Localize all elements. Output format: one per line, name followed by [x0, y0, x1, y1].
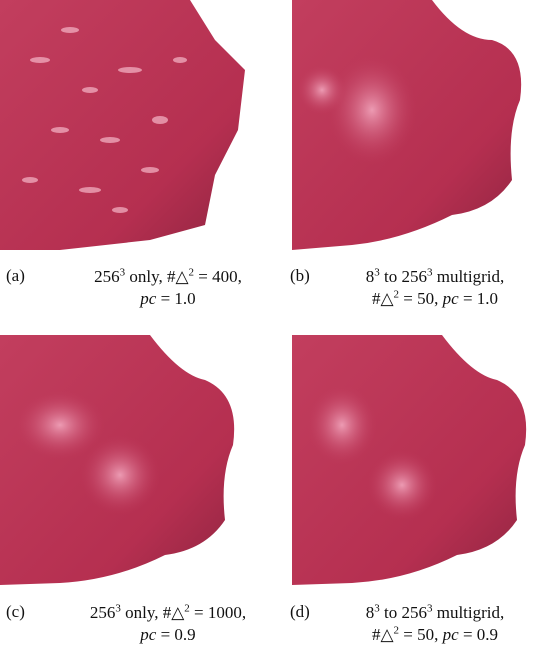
caption-text: pc: [443, 625, 459, 644]
panel-label: (c): [6, 602, 25, 622]
caption-text: = 0.9: [156, 625, 195, 644]
render-d: [292, 335, 542, 585]
caption: 83 to 2563 multigrid, #△2 = 50, pc = 0.9: [335, 602, 535, 646]
panel-label: (a): [6, 266, 25, 286]
caption-text: #△: [372, 289, 394, 308]
caption-text: to 256: [380, 267, 427, 286]
caption-text: pc: [140, 289, 156, 308]
caption-text: only, #△: [121, 603, 184, 622]
caption-text: = 1000,: [190, 603, 246, 622]
caption-text: to 256: [380, 603, 427, 622]
caption-text: pc: [140, 625, 156, 644]
caption-text: = 50,: [399, 289, 443, 308]
caption-text: = 0.9: [459, 625, 498, 644]
caption-text: = 400,: [194, 267, 242, 286]
panel-label: (d): [290, 602, 310, 622]
render-b: [292, 0, 542, 250]
caption: 2563 only, #△2 = 400, pc = 1.0: [68, 266, 268, 310]
figure: (a) 2563 only, #△2 = 400, pc = 1.0 (b) 8…: [0, 0, 542, 672]
caption-text: multigrid,: [432, 603, 504, 622]
caption: 2563 only, #△2 = 1000, pc = 0.9: [68, 602, 268, 646]
caption-text: pc: [443, 289, 459, 308]
caption-text: multigrid,: [432, 267, 504, 286]
caption-text: = 50,: [399, 625, 443, 644]
caption-text: 256: [90, 603, 116, 622]
caption-text: only, #△: [125, 267, 188, 286]
caption-text: 8: [366, 603, 375, 622]
caption: 83 to 2563 multigrid, #△2 = 50, pc = 1.0: [335, 266, 535, 310]
panel-label: (b): [290, 266, 310, 286]
render-a: [0, 0, 250, 250]
caption-text: = 1.0: [459, 289, 498, 308]
caption-text: 256: [94, 267, 120, 286]
caption-text: = 1.0: [156, 289, 195, 308]
caption-text: 8: [366, 267, 375, 286]
caption-text: #△: [372, 625, 394, 644]
render-c: [0, 335, 250, 585]
